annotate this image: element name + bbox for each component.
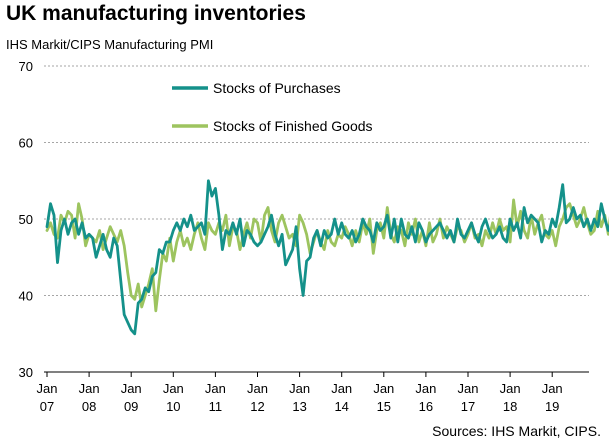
- x-tick-month: Jan: [205, 381, 226, 396]
- x-tick-year: 13: [292, 399, 306, 414]
- x-tick-year: 15: [377, 399, 391, 414]
- x-tick-month: Jan: [458, 381, 479, 396]
- x-tick-month: Jan: [542, 381, 563, 396]
- legend: Stocks of Purchases Stocks of Finished Go…: [172, 80, 373, 134]
- x-tick-month: Jan: [163, 381, 184, 396]
- x-tick-year: 16: [419, 399, 433, 414]
- x-tick-month: Jan: [415, 381, 436, 396]
- x-tick-year: 11: [209, 399, 223, 414]
- x-tick-month: Jan: [37, 381, 58, 396]
- x-tick-month: Jan: [500, 381, 521, 396]
- x-tick-month: Jan: [79, 381, 100, 396]
- x-tick-year: 07: [40, 399, 54, 414]
- x-tick-year: 17: [461, 399, 475, 414]
- gridlines: [44, 65, 589, 296]
- legend-label: Stocks of Finished Goods: [213, 118, 373, 134]
- x-tick-month: Jan: [247, 381, 268, 396]
- series-line-stocks-of-finished-goods: [45, 198, 609, 313]
- series-lines: [45, 179, 609, 336]
- y-tick-label: 70: [19, 59, 33, 74]
- source-note: Sources: IHS Markit, CIPS.: [432, 423, 601, 439]
- x-tick-month: Jan: [373, 381, 394, 396]
- chart-subtitle: IHS Markit/CIPS Manufacturing PMI: [6, 37, 214, 52]
- x-tick-year: 08: [82, 399, 96, 414]
- x-tick-month: Jan: [289, 381, 310, 396]
- x-axis: Jan 07 Jan 08 Jan 09 Jan 10 Jan 11 Jan 12 Jan 13 Jan 14…: [37, 371, 589, 414]
- x-tick-month: Jan: [121, 381, 142, 396]
- series-line-stocks-of-purchases: [45, 179, 609, 336]
- legend-label: Stocks of Purchases: [213, 80, 341, 96]
- x-tick-year: 14: [334, 399, 348, 414]
- y-tick-label: 30: [19, 365, 33, 380]
- y-tick-label: 40: [19, 289, 33, 304]
- x-tick-month: Jan: [331, 381, 352, 396]
- chart-title: UK manufacturing inventories: [6, 2, 306, 25]
- y-tick-label: 60: [19, 136, 33, 151]
- x-tick-year: 10: [166, 399, 180, 414]
- x-tick-year: 18: [503, 399, 517, 414]
- x-tick-year: 19: [545, 399, 559, 414]
- y-tick-label: 50: [19, 212, 33, 227]
- x-tick-year: 09: [124, 399, 138, 414]
- y-axis-ticks: 30 40 50 60 70: [19, 59, 33, 380]
- x-tick-year: 12: [250, 399, 264, 414]
